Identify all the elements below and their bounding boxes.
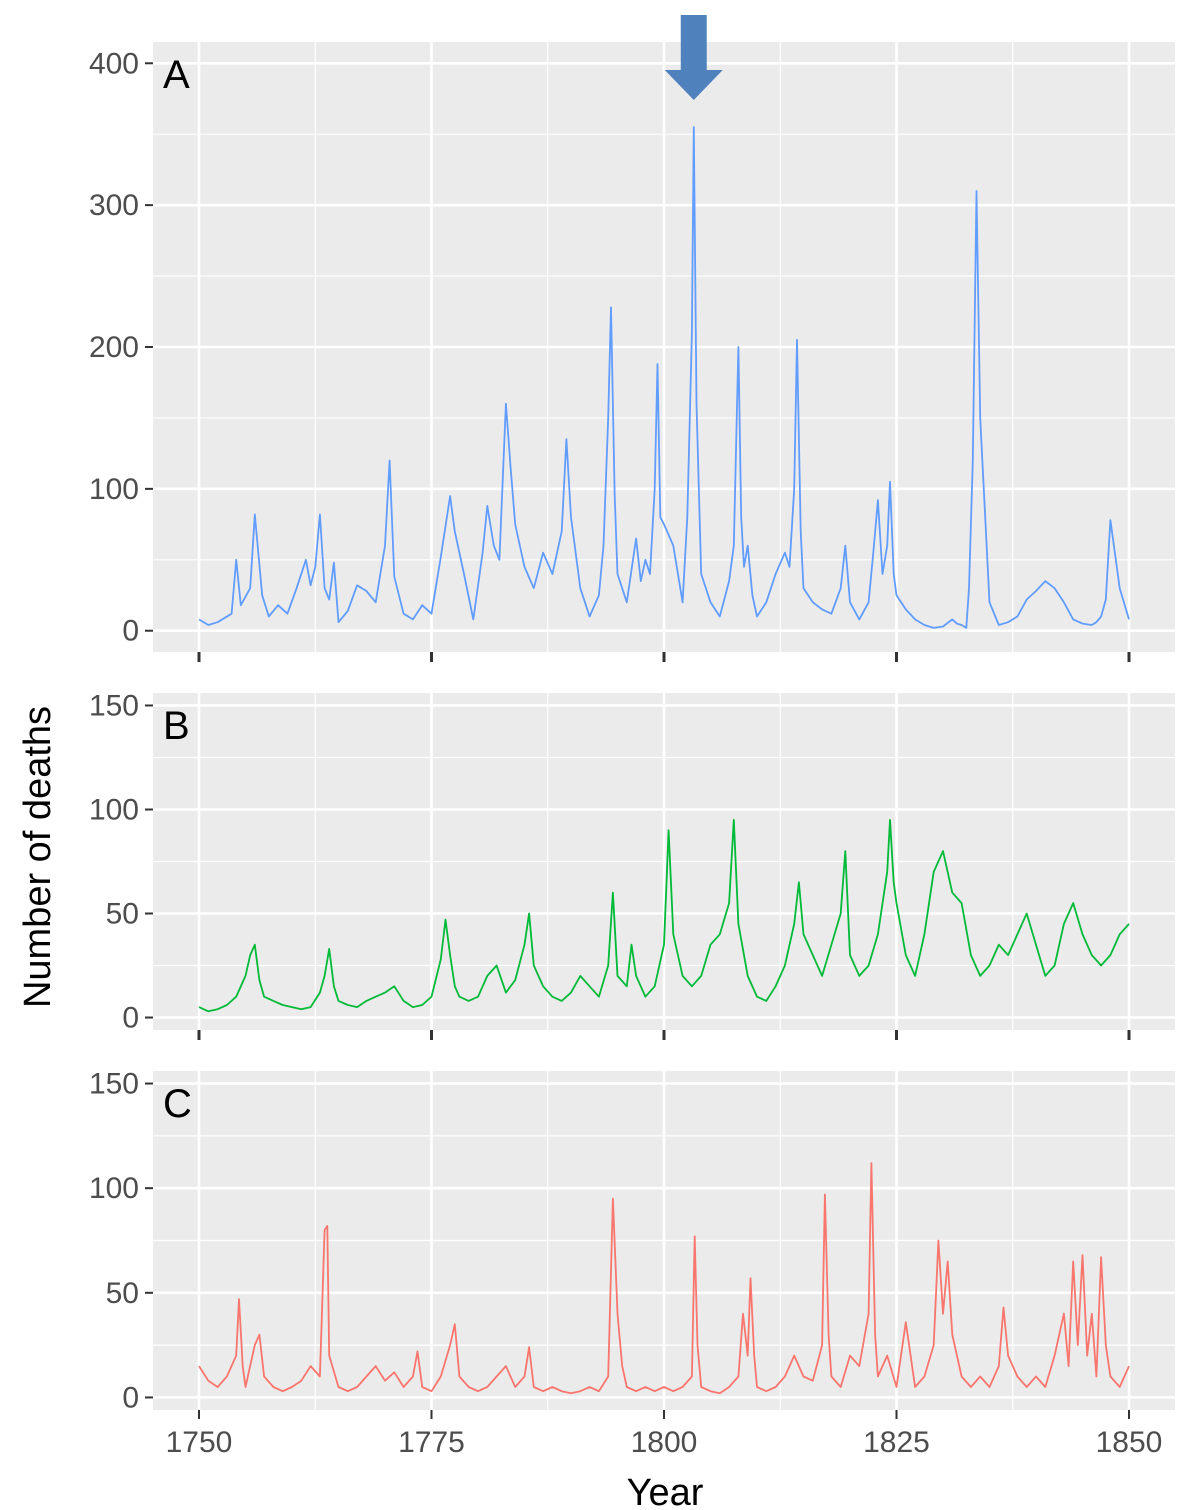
panel-c: 0 50 100 150 C: [89, 1068, 1175, 1414]
y-tick-label: 200: [89, 331, 139, 364]
y-tick-label: 300: [89, 189, 139, 222]
annotation-arrow: [664, 15, 723, 100]
panel-b: 0 50 100 150 B: [89, 689, 1175, 1040]
panel-tag-c: C: [163, 1082, 192, 1126]
y-tick-label: 50: [106, 898, 139, 931]
y-tick-label: 400: [89, 47, 139, 80]
x-tick-label: 1850: [1096, 1426, 1163, 1459]
x-tick-label: 1800: [631, 1426, 698, 1459]
y-tick-label: 100: [89, 793, 139, 826]
y-tick-label: 150: [89, 1068, 139, 1101]
series-line-b: [198, 819, 1130, 1013]
x-tick-label: 1775: [398, 1426, 465, 1459]
panel-tag-b: B: [163, 704, 190, 748]
series-line-c: [198, 1162, 1130, 1395]
panel-a-grid: [153, 42, 1175, 652]
y-tick-label: 0: [122, 1381, 139, 1414]
y-tick-label: 0: [122, 615, 139, 648]
y-tick-label: 0: [122, 1002, 139, 1035]
x-axis-title: Year: [627, 1472, 704, 1510]
annotation-arrow-group: [664, 15, 723, 100]
y-axis-title: Number of deaths: [17, 706, 59, 1008]
x-axis: 1750 1775 1800 1825 1850: [166, 1410, 1163, 1459]
y-tick-label: 100: [89, 473, 139, 506]
x-tick-label: 1825: [863, 1426, 930, 1459]
y-tick-label: 150: [89, 689, 139, 722]
y-tick-label: 50: [106, 1277, 139, 1310]
y-tick-label: 100: [89, 1172, 139, 1205]
x-tick-label: 1750: [166, 1426, 233, 1459]
panel-tag-a: A: [163, 53, 190, 97]
series-line-a: [198, 126, 1130, 629]
panel-a: 0 100 200 300 400 A: [89, 42, 1175, 662]
